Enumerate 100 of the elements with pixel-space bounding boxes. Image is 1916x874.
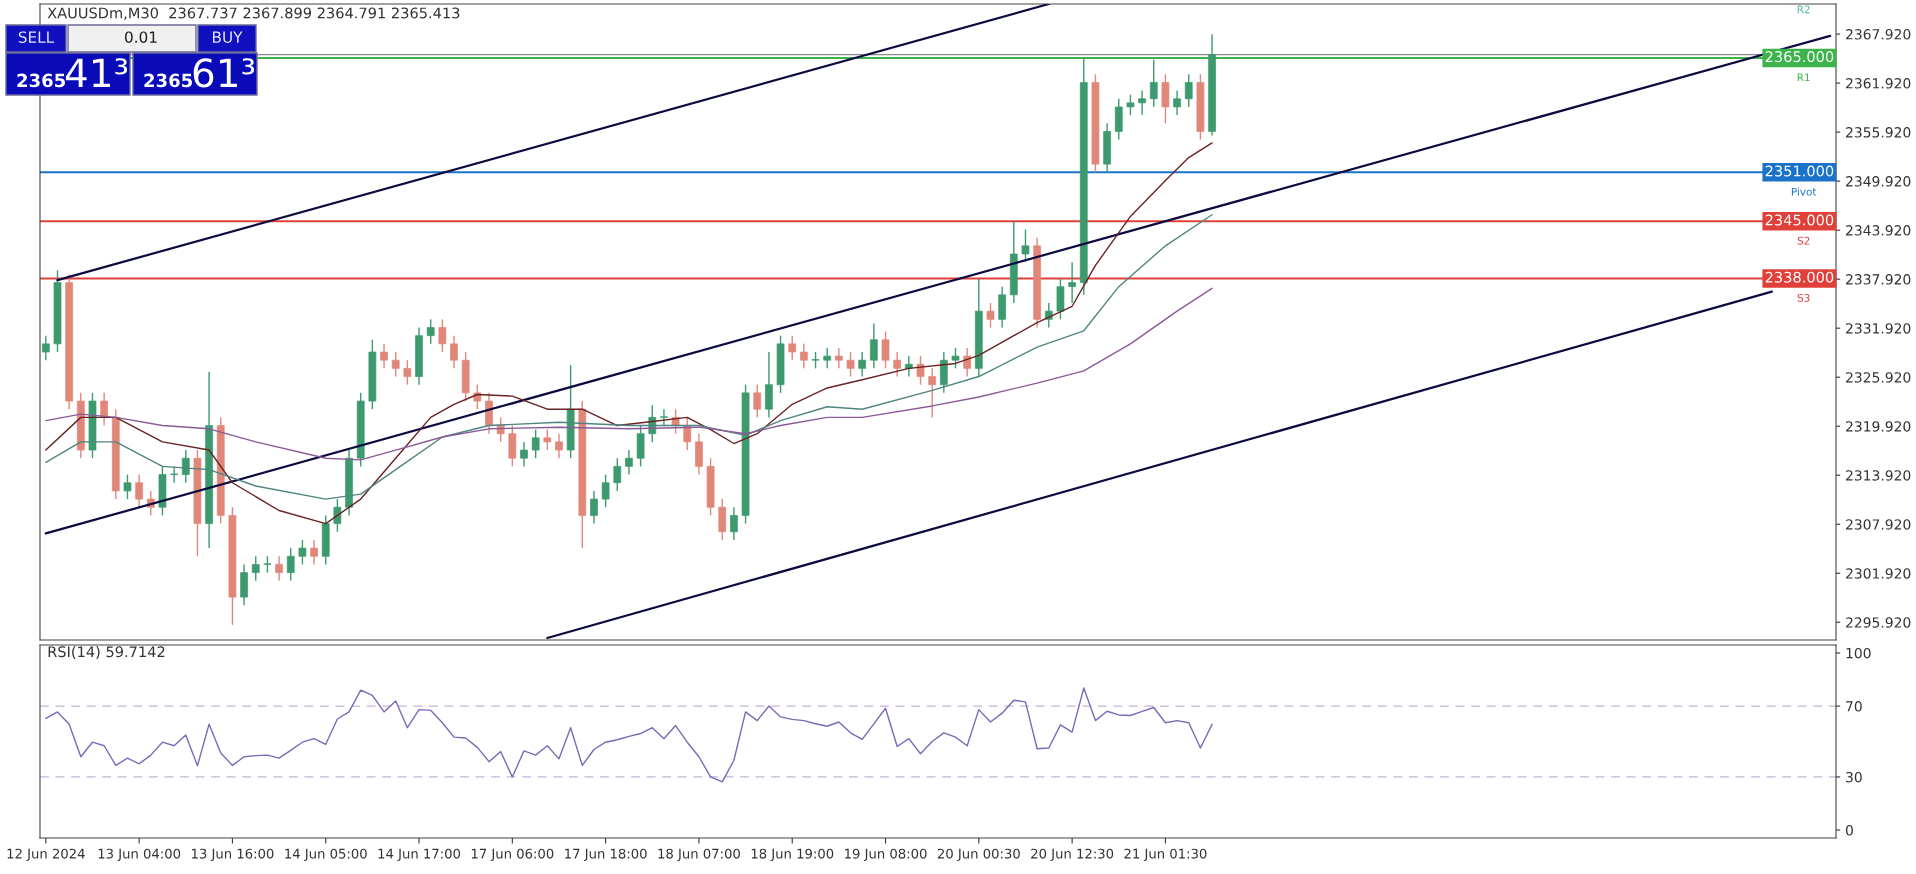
y-tick-label: 2337.920 bbox=[1846, 274, 1911, 285]
candlestick bbox=[251, 555, 260, 582]
candlestick bbox=[846, 351, 855, 378]
candlestick bbox=[870, 322, 878, 370]
candlestick bbox=[543, 428, 552, 451]
candlestick bbox=[123, 473, 132, 500]
candlestick bbox=[555, 433, 563, 459]
x-tick-label: 13 Jun 04:00 bbox=[98, 848, 181, 862]
candlestick bbox=[531, 428, 540, 459]
candlestick bbox=[380, 343, 388, 370]
candlestick bbox=[800, 343, 808, 370]
candlestick bbox=[391, 351, 400, 378]
candlestick bbox=[1173, 89, 1181, 116]
candlestick bbox=[881, 330, 890, 370]
candlestick bbox=[951, 347, 960, 370]
candlestick bbox=[683, 416, 692, 451]
y-tick-label: 2367.920 bbox=[1846, 29, 1911, 40]
x-tick-label: 12 Jun 2024 bbox=[7, 848, 85, 862]
annotation: BUY bbox=[213, 31, 243, 43]
ref-line-label: 2351.000 bbox=[1765, 165, 1834, 177]
candlestick bbox=[135, 473, 143, 508]
annotation: R2 bbox=[1797, 5, 1810, 14]
x-tick-label: 20 Jun 12:30 bbox=[1031, 848, 1114, 862]
candlestick bbox=[100, 392, 108, 427]
chart-title: XAUUSDm,M30 2367.737 2367.899 2364.791 2365.413 bbox=[47, 7, 460, 20]
candlestick bbox=[473, 384, 482, 410]
candlestick bbox=[753, 384, 762, 419]
y-tick-label: 70 bbox=[1846, 701, 1862, 712]
candlestick bbox=[823, 347, 832, 370]
x-tick-label: 18 Jun 07:00 bbox=[658, 848, 740, 862]
candlestick bbox=[1126, 93, 1135, 116]
annotation: R1 bbox=[1797, 73, 1810, 82]
candlestick bbox=[181, 449, 190, 484]
y-tick-label: 2295.920 bbox=[1846, 617, 1911, 628]
candlestick bbox=[590, 490, 598, 525]
chart-title: RSI(14) 59.7142 bbox=[48, 645, 165, 659]
y-tick-label: 2301.920 bbox=[1846, 568, 1911, 579]
candlestick bbox=[1021, 228, 1030, 263]
candlestick bbox=[660, 408, 668, 427]
y-tick-label: 2343.920 bbox=[1846, 225, 1911, 236]
candlestick bbox=[450, 334, 458, 370]
y-tick-label: 2361.920 bbox=[1846, 78, 1911, 89]
candlestick bbox=[41, 334, 50, 361]
candlestick bbox=[438, 318, 447, 353]
annotation: SELL bbox=[18, 31, 55, 43]
ref-line-label: 2345.000 bbox=[1765, 214, 1834, 226]
ref-line-label: 2338.000 bbox=[1765, 271, 1834, 283]
x-tick-label: 14 Jun 05:00 bbox=[285, 848, 367, 862]
candlestick bbox=[858, 351, 867, 378]
candlestick bbox=[170, 465, 178, 484]
x-tick-label: 14 Jun 17:00 bbox=[378, 848, 461, 862]
candlestick bbox=[426, 318, 435, 345]
y-tick-label: 2307.920 bbox=[1846, 519, 1911, 530]
annotation: S3 bbox=[1797, 293, 1810, 302]
y-tick-label: 2313.920 bbox=[1846, 470, 1911, 481]
y-tick-label: 2319.920 bbox=[1846, 421, 1911, 432]
line-series bbox=[45, 214, 1213, 500]
x-tick-label: 18 Jun 19:00 bbox=[751, 848, 834, 862]
candlestick bbox=[730, 506, 738, 541]
y-tick-label: 2331.920 bbox=[1846, 323, 1911, 334]
ref-line-label: 2365.000 bbox=[1765, 51, 1834, 63]
x-tick-label: 20 Jun 00:30 bbox=[937, 848, 1020, 862]
candlestick bbox=[986, 302, 995, 329]
candlestick bbox=[625, 449, 633, 476]
y-tick-label: 2325.920 bbox=[1846, 372, 1911, 383]
candlestick bbox=[916, 355, 925, 386]
line-series bbox=[45, 287, 1213, 461]
candlestick bbox=[1068, 261, 1076, 304]
candlestick bbox=[835, 347, 843, 370]
candlestick bbox=[333, 498, 342, 533]
x-tick-label: 13 Jun 16:00 bbox=[191, 848, 274, 862]
y-tick-label: 2355.920 bbox=[1846, 127, 1911, 138]
x-tick-label: 21 Jun 01:30 bbox=[1124, 848, 1207, 862]
candlestick bbox=[1184, 73, 1193, 108]
candlestick bbox=[286, 547, 295, 582]
line-series bbox=[45, 687, 1213, 783]
candlestick bbox=[601, 473, 610, 508]
y-tick-label: 2349.920 bbox=[1846, 176, 1911, 187]
candlestick bbox=[963, 347, 971, 378]
y-tick-label: 0 bbox=[1845, 825, 1853, 836]
x-tick-label: 19 Jun 08:00 bbox=[845, 848, 927, 862]
line-series bbox=[45, 142, 1213, 525]
annotation: 0.01 bbox=[124, 31, 157, 43]
y-tick-label: 100 bbox=[1846, 647, 1871, 659]
candlestick bbox=[403, 359, 412, 386]
candlestick bbox=[1138, 89, 1146, 116]
x-tick-label: 17 Jun 06:00 bbox=[471, 848, 554, 862]
x-tick-label: 17 Jun 18:00 bbox=[565, 848, 647, 862]
candlestick bbox=[928, 367, 937, 419]
candlestick bbox=[1149, 58, 1158, 108]
candlestick bbox=[520, 441, 528, 468]
candlestick bbox=[298, 539, 307, 566]
candlestick bbox=[788, 334, 797, 361]
candlestick bbox=[613, 457, 622, 492]
candlestick bbox=[893, 351, 902, 378]
candlestick bbox=[310, 539, 318, 566]
candlestick bbox=[275, 555, 283, 582]
y-tick-label: 30 bbox=[1846, 771, 1862, 783]
annotation: S2 bbox=[1797, 236, 1810, 245]
annotation: Pivot bbox=[1791, 187, 1817, 196]
